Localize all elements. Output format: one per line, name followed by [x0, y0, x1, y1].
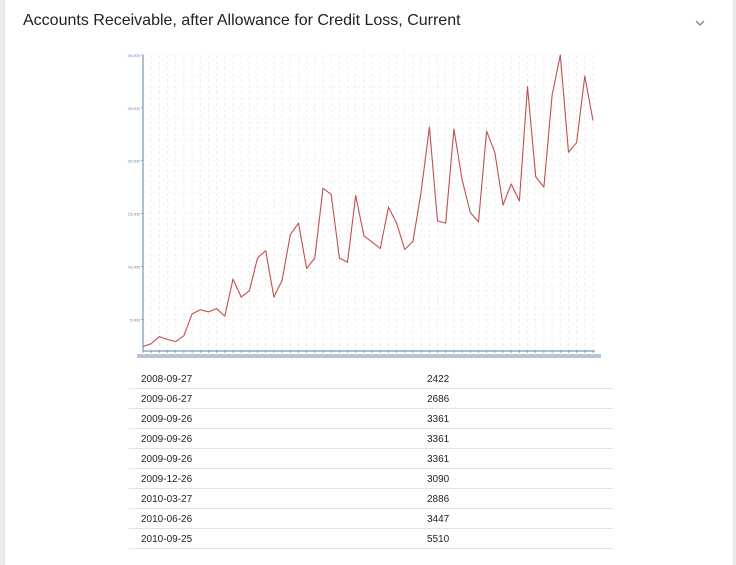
value-cell: 3361: [427, 454, 450, 465]
table-row: 2009-09-26 3361: [129, 409, 613, 429]
date-cell: 2008-09-27: [141, 374, 193, 385]
value-cell: 5510: [427, 534, 450, 545]
date-cell: 2010-03-27: [141, 494, 193, 505]
table-row: 2009-06-27 2686: [129, 389, 613, 409]
y-tick-label: 20,000: [128, 159, 141, 164]
date-cell: 2009-09-26: [141, 454, 193, 465]
value-cell: 2886: [427, 494, 450, 505]
x-tick-labels: [137, 354, 601, 358]
table-row: 2009-09-26 3361: [129, 449, 613, 469]
y-tick-label: 25,000: [128, 106, 141, 111]
chart-card: Accounts Receivable, after Allowance for…: [4, 0, 734, 565]
date-cell: 2010-06-26: [141, 514, 193, 525]
value-cell: 2422: [427, 374, 450, 385]
y-tick-label: 30,000: [128, 53, 141, 58]
table-row: 2009-09-26 3361: [129, 429, 613, 449]
table-row: 2010-03-27 2886: [129, 489, 613, 509]
value-cell: 3447: [427, 514, 450, 525]
y-tick-label: 15,000: [128, 212, 141, 217]
y-tick-label: 5,000: [130, 317, 141, 322]
value-cell: 3361: [427, 414, 450, 425]
date-cell: 2009-12-26: [141, 474, 193, 485]
date-cell: 2009-09-26: [141, 434, 193, 445]
date-cell: 2010-09-25: [141, 534, 193, 545]
series-line: [142, 54, 594, 348]
data-table: 2008-09-27 2422 2009-06-27 2686 2009-09-26 33…: [129, 369, 613, 549]
date-cell: 2009-09-26: [141, 414, 193, 425]
table-row: 2010-09-25 5510: [129, 529, 613, 549]
y-tick-label: 10,000: [128, 264, 141, 269]
value-cell: 2686: [427, 394, 450, 405]
table-row: 2010-06-26 3447: [129, 509, 613, 529]
line-chart: 5,000 10,000 15,000 20,000 25,000 30,000: [128, 53, 601, 358]
chevron-down-icon[interactable]: [693, 16, 707, 30]
date-cell: 2009-06-27: [141, 394, 193, 405]
table-row: 2008-09-27 2422: [129, 369, 613, 389]
table-row: 2009-12-26 3090: [129, 469, 613, 489]
value-cell: 3090: [427, 474, 450, 485]
value-cell: 3361: [427, 434, 450, 445]
card-title: Accounts Receivable, after Allowance for…: [23, 12, 461, 29]
